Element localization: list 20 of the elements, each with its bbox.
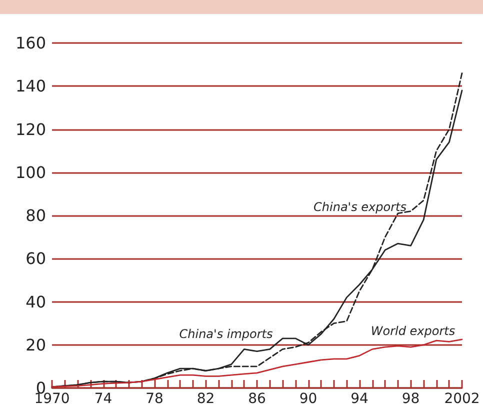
x-tick-label: 90 <box>299 391 318 407</box>
x-tick-label: 82 <box>196 391 215 407</box>
line-series <box>51 338 463 388</box>
x-tick-label: 94 <box>350 391 368 407</box>
x-tick-label: 78 <box>146 391 164 407</box>
x-tick-label: 86 <box>248 391 266 407</box>
y-tick-label: 140 <box>15 76 46 96</box>
y-tick-label: 160 <box>15 34 46 52</box>
x-tick-label: 98 <box>402 391 420 407</box>
annotation: China's exports <box>314 200 406 214</box>
annotation: World exports <box>370 324 456 338</box>
x-tick-label: 74 <box>94 391 112 407</box>
x-tick-label: 2002 <box>444 391 480 407</box>
y-tick-label: 60 <box>26 249 46 268</box>
y-tick-label: 80 <box>26 206 46 225</box>
y-tick-label: 120 <box>15 120 46 139</box>
y-tick-label: 100 <box>15 162 46 182</box>
y-tick-label: 40 <box>26 292 46 312</box>
y-tick-label: 20 <box>26 335 46 354</box>
annotation: China's imports <box>179 327 273 341</box>
